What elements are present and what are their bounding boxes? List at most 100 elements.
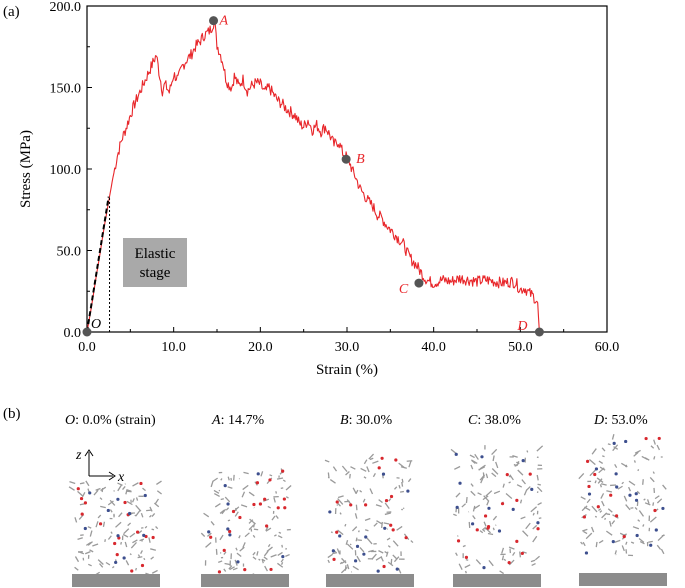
atom [454,452,458,456]
bond [580,541,584,545]
bond [519,499,523,504]
atom [497,529,502,533]
atom [380,456,384,460]
bond [134,514,137,517]
bond [155,526,159,530]
atom [611,540,615,544]
atom [587,492,592,496]
atom [584,551,589,555]
bond [386,537,391,541]
bond [227,519,231,522]
bond [92,543,99,547]
bond [397,567,402,574]
bond [264,565,268,572]
bond [509,474,514,481]
bond [131,498,135,503]
bond [472,515,476,520]
bond [355,537,358,542]
atom [389,523,393,527]
bond [352,565,359,571]
bond [332,551,338,555]
atom [236,560,240,564]
atom [207,530,211,534]
bond [598,460,604,464]
bond [224,496,231,503]
bond [381,521,383,529]
bond [223,551,227,555]
bond [526,486,531,491]
annotation-layer: Elastic stage [86,196,187,333]
bond [652,502,655,506]
bond [207,532,212,537]
atom [391,528,395,532]
atom [335,500,339,504]
bond [485,490,493,497]
atom [382,564,386,569]
bond [109,509,113,513]
bond [263,498,270,502]
bond [501,547,505,554]
bond [232,567,238,571]
bond [85,480,90,487]
bond [521,479,526,485]
bond [151,513,156,517]
series-layer [86,19,540,333]
bond [652,471,655,474]
atom [654,528,658,532]
atom [515,539,519,543]
bond [617,485,623,490]
bond [508,481,511,484]
bond [105,561,111,566]
bond [633,460,636,463]
bond [203,512,210,518]
atom [123,500,127,505]
panel-b-label: (b) [3,406,21,422]
bond [474,453,479,460]
atom [354,559,358,563]
bond [125,489,128,495]
bond [410,540,414,544]
bond [95,487,101,491]
bond [122,533,129,538]
bond [89,549,94,553]
atom [130,569,134,573]
bond [363,459,368,465]
bond [242,484,249,491]
y-axis-label: Stress (MPa) [18,130,34,208]
bond [111,565,115,569]
bond [273,497,276,503]
atom [609,493,613,497]
bond [148,537,151,543]
atom [338,534,342,538]
bond [601,512,608,519]
bond [408,460,412,468]
axis-ticks: 0.0 10.0 20.0 30.0 40.0 50.0 60.0 0.0 50.0 100.0 1… [50,0,620,355]
bond [508,475,511,478]
elastic-fit-line [86,196,110,333]
bond [653,439,656,445]
bond [583,530,588,535]
bond [479,530,484,534]
bond [346,543,354,550]
atom [140,563,145,568]
bond [536,486,543,493]
bond [369,457,374,461]
bond [601,455,605,458]
bond [130,542,137,549]
bond [384,502,390,509]
bond [372,460,379,464]
atom [222,548,226,552]
bond [470,483,474,487]
atom [521,459,525,463]
bond [406,460,413,462]
atom [487,506,491,510]
bond [350,466,356,470]
bond [634,506,638,510]
bond [89,530,93,537]
bond [594,480,597,484]
bond [586,498,591,504]
atom [482,566,486,570]
bond [117,482,123,486]
bond [336,548,341,555]
bond [123,528,130,535]
